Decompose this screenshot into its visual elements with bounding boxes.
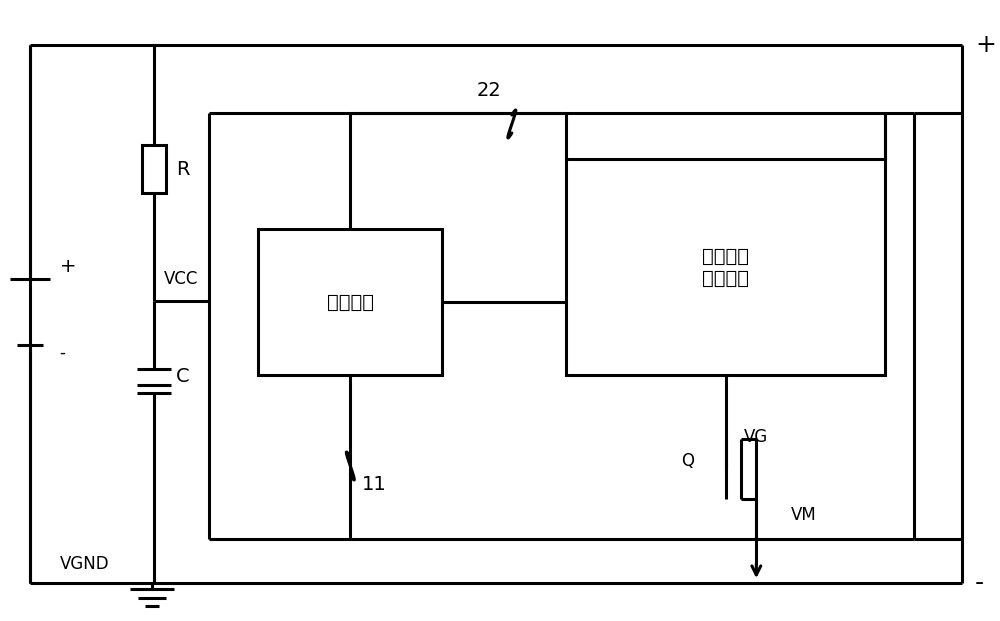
Text: +: +: [975, 33, 996, 57]
Text: -: -: [975, 571, 984, 595]
Text: 22: 22: [477, 81, 502, 100]
Text: VM: VM: [791, 506, 817, 524]
Text: 栊极衬底
控制电路: 栊极衬底 控制电路: [702, 247, 749, 288]
Text: -: -: [60, 344, 66, 362]
Text: VGND: VGND: [60, 555, 109, 573]
Text: 11: 11: [362, 475, 387, 494]
Text: R: R: [176, 160, 189, 178]
Bar: [258, 229, 442, 375]
Text: VG: VG: [743, 428, 768, 446]
Bar: [566, 159, 885, 375]
Bar: [142, 145, 166, 193]
Text: +: +: [60, 258, 76, 276]
Text: Q: Q: [681, 452, 694, 470]
Text: 保护电路: 保护电路: [327, 292, 374, 312]
Text: VCC: VCC: [164, 270, 198, 288]
Text: C: C: [176, 368, 190, 386]
